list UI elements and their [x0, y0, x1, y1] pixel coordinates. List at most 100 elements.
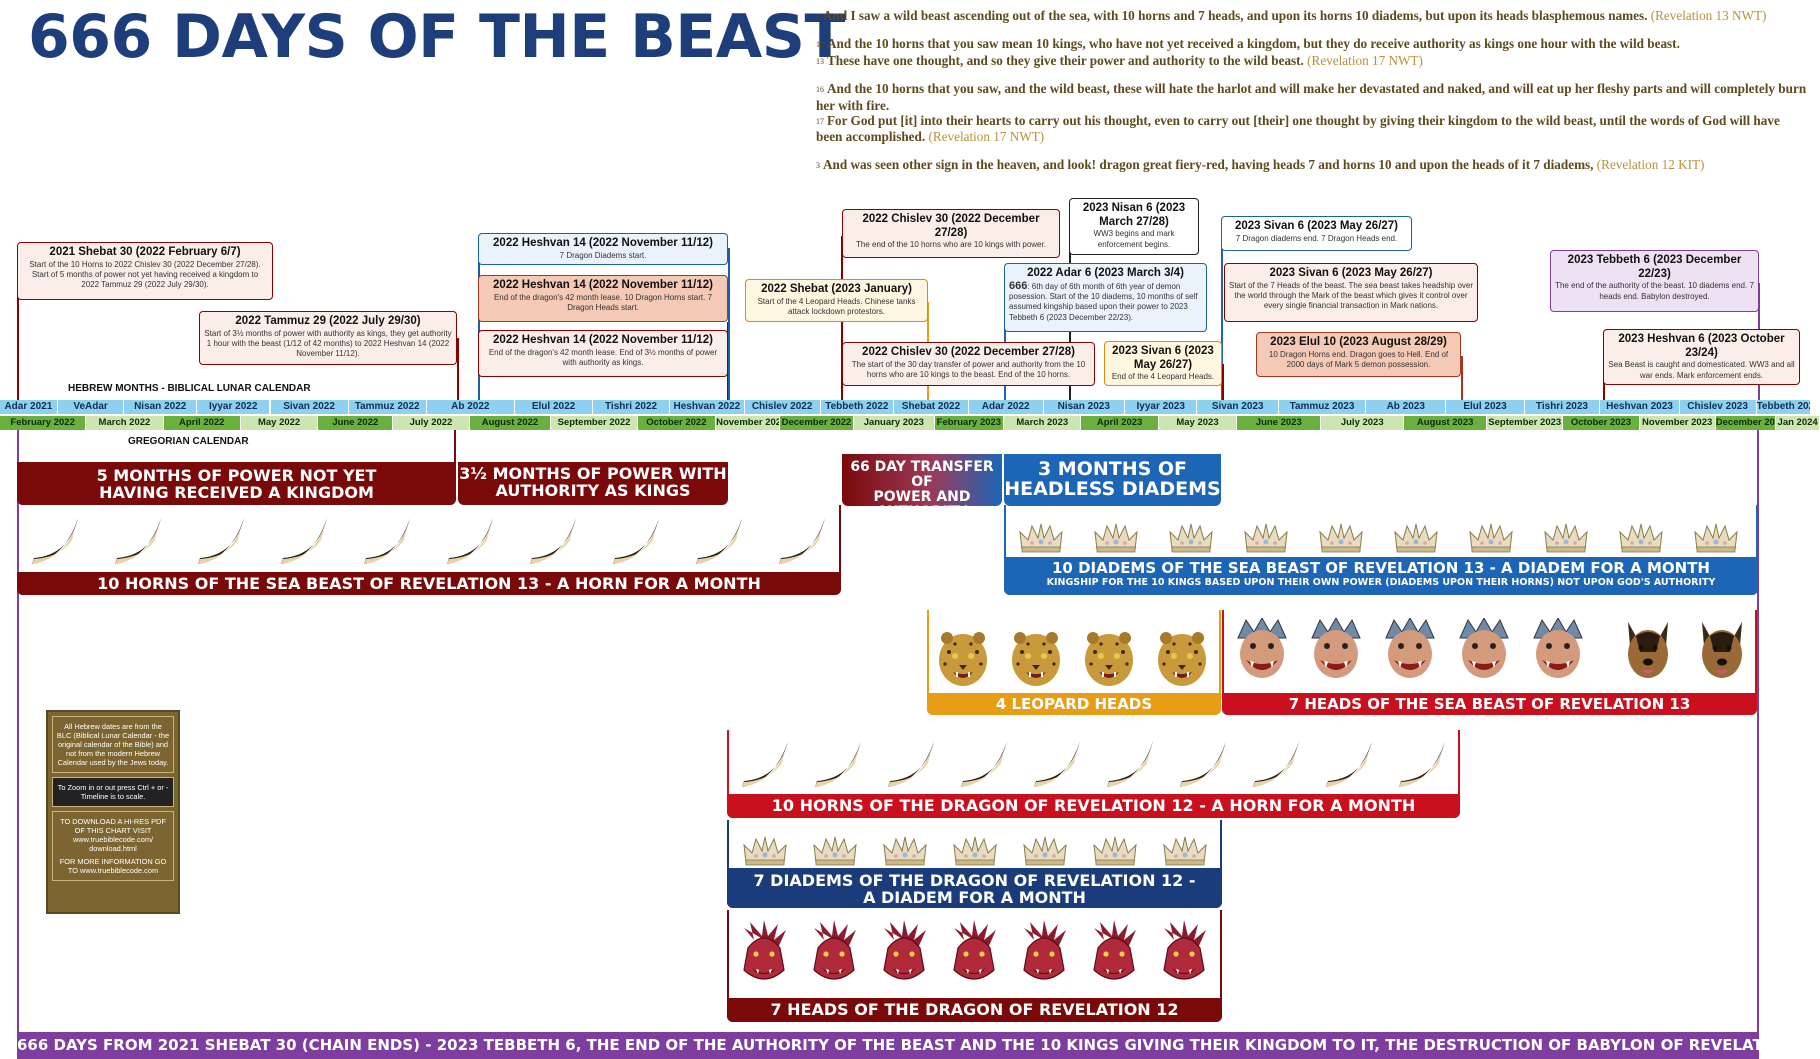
verse-number: 1	[816, 12, 820, 21]
sea-beast-head-icon	[1454, 616, 1514, 687]
leopard-head-icon	[935, 628, 991, 695]
gregorian-month: November 2023	[1639, 416, 1716, 430]
gregorian-month: February 2023	[934, 416, 1005, 430]
sea-beast-head-icon	[1528, 616, 1588, 687]
band-leopard-heads: 4 LEOPARD HEADS	[927, 693, 1221, 715]
sea-beast-head-icon	[1380, 616, 1440, 687]
hebrew-calendar-label: HEBREW MONTHS - BIBLICAL LUNAR CALENDAR	[68, 383, 311, 394]
scripture-paragraph: 1 And I saw a wild beast ascending out of…	[816, 8, 1808, 24]
horn-icon	[277, 514, 333, 573]
scripture-verse: 13 These have one thought, and so they gi…	[816, 53, 1808, 69]
info-box-tebbeth6-2023: 2023 Tebbeth 6 (2023 December 22/23) The…	[1550, 250, 1759, 312]
horn-icon	[1030, 737, 1086, 796]
horn-icon	[526, 514, 582, 573]
leopard-head-icon	[1008, 628, 1064, 695]
hebrew-month: VeAdar	[57, 400, 125, 414]
scripture-verse: 12 And the 10 horns that you saw mean 10 …	[816, 36, 1808, 52]
info-box-chislev30-transfer: 2022 Chislev 30 (2022 December 27/28) Th…	[842, 342, 1095, 386]
gregorian-month: August 2022	[469, 416, 552, 430]
page-title: 666 DAYS OF THE BEAST	[28, 2, 845, 72]
dragon-head-icon	[1084, 918, 1144, 991]
horn-icon	[194, 514, 250, 573]
gregorian-month: August 2023	[1404, 416, 1488, 430]
diadem-icon	[1018, 522, 1064, 559]
scripture-block: 1 And I saw a wild beast ascending out of…	[816, 8, 1808, 185]
horn-icon	[609, 514, 665, 573]
hebrew-month: Sivan 2023	[1197, 400, 1279, 414]
info-box-shebat30-2021: 2021 Shebat 30 (2022 February 6/7) Start…	[17, 242, 273, 300]
scripture-paragraph: 12 And the 10 horns that you saw mean 10 …	[816, 36, 1808, 69]
hebrew-month: Nisan 2023	[1043, 400, 1125, 414]
info-box-heshvan14-diadems: 2022 Heshvan 14 (2022 November 11/12) 7 …	[478, 233, 728, 265]
hebrew-month: Adar 2021	[0, 400, 58, 414]
timeline-connector	[1461, 356, 1463, 400]
timeline-connector	[728, 248, 730, 400]
horn-icon	[1322, 737, 1378, 796]
hebrew-month: Tishri 2023	[1524, 400, 1601, 414]
verse-reference: (Revelation 17 NWT)	[1307, 52, 1423, 68]
gregorian-month: December 2022	[780, 416, 854, 430]
leopard-head-icon	[1154, 628, 1210, 695]
info-box-heshvan14-horns: 2022 Heshvan 14 (2022 November 11/12) En…	[478, 275, 728, 322]
horn-icon	[1395, 737, 1451, 796]
hebrew-month: Ab 2022	[426, 400, 515, 414]
gregorian-calendar-label: GREGORIAN CALENDAR	[128, 436, 249, 447]
diadem-icon	[1092, 835, 1138, 872]
diadem-icon	[1022, 835, 1068, 872]
dragon-head-icon	[944, 918, 1004, 991]
diadem-icon	[1168, 522, 1214, 559]
scripture-verse: 16 And the 10 horns that you saw, and the…	[816, 81, 1808, 113]
diadem-icon	[1618, 522, 1664, 559]
scripture-paragraph: 16 And the 10 horns that you saw, and the…	[816, 81, 1808, 145]
hebrew-month: Sivan 2022	[270, 400, 349, 414]
gregorian-month: July 2023	[1321, 416, 1405, 430]
frame-666-days	[17, 430, 1759, 1059]
info-box-nisan6-2023: 2023 Nisan 6 (2023 March 27/28) WW3 begi…	[1069, 198, 1199, 255]
gregorian-month: April 2022	[163, 416, 241, 430]
info-box-shebat-2022: 2022 Shebat (2023 January) Start of the …	[745, 279, 928, 322]
gregorian-month: May 2022	[240, 416, 319, 430]
download-link[interactable]: TO DOWNLOAD A HI-RES PDF OF THIS CHART V…	[60, 817, 166, 853]
gregorian-month: July 2022	[393, 416, 470, 430]
verse-reference: (Revelation 13 NWT)	[1650, 8, 1767, 23]
info-box-tammuz29-2022: 2022 Tammuz 29 (2022 July 29/30) Start o…	[199, 311, 457, 365]
diadem-icon	[1243, 522, 1289, 559]
band-dragon-diadems: 7 DIADEMS OF THE DRAGON OF REVELATION 12…	[727, 868, 1222, 908]
dragon-head-icon	[734, 918, 794, 991]
band-66-day-transfer: 66 DAY TRANSFER OF POWER AND AUTHORITY	[842, 454, 1002, 520]
horn-icon	[884, 737, 940, 796]
verse-number: 12	[816, 40, 824, 50]
hebrew-month: Elul 2022	[514, 400, 594, 414]
hebrew-month: Tammuz 2022	[348, 400, 427, 414]
hebrew-month: Iyyar 2022	[196, 400, 271, 414]
sea-beast-head-icon	[1232, 616, 1292, 687]
info-box-sivan6-leopard: 2023 Sivan 6 (2023 May 26/27) End of the…	[1104, 341, 1222, 386]
gregorian-month: October 2023	[1563, 416, 1640, 430]
diadem-icon	[1093, 522, 1139, 559]
timeline-connector	[478, 248, 480, 400]
info-box-sivan6-sea-heads: 2023 Sivan 6 (2023 May 26/27) Start of t…	[1224, 263, 1478, 322]
diadem-icon	[1693, 522, 1739, 559]
info-box-adar6-2023: 2022 Adar 6 (2023 March 3/4) 666: 6th da…	[1004, 263, 1207, 332]
diadem-icon	[1468, 522, 1514, 559]
hebrew-month: Adar 2022	[968, 400, 1044, 414]
gregorian-month: June 2022	[318, 416, 394, 430]
hebrew-month: Tishri 2022	[593, 400, 671, 414]
verse-text: And the 10 horns that you saw mean 10 ki…	[827, 36, 1680, 52]
band-666-days: 666 DAYS FROM 2021 SHEBAT 30 (CHAIN ENDS…	[17, 1032, 1759, 1059]
diadem-icon	[952, 835, 998, 872]
scripture-verse: 3 And was seen other sign in the heaven, …	[816, 157, 1808, 173]
diadem-icon	[1162, 835, 1208, 872]
more-info-link[interactable]: FOR MORE INFORMATION GO TO www.truebible…	[59, 857, 167, 875]
hebrew-month: Iyyar 2023	[1125, 400, 1198, 414]
hebrew-month: Tebbeth 2023	[1756, 400, 1811, 414]
hebrew-month: Ab 2023	[1366, 400, 1447, 414]
dragon-head-icon	[874, 918, 934, 991]
diadem-icon	[1543, 522, 1589, 559]
hebrew-month: Chislev 2022	[744, 400, 821, 414]
horn-icon	[1249, 737, 1305, 796]
verse-text: And was seen other sign in the heaven, a…	[823, 156, 1597, 172]
timeline-connector	[1222, 364, 1224, 400]
side-note-zoom: To Zoom in or out press Ctrl + or - Time…	[52, 777, 174, 807]
dragon-head-icon	[1014, 918, 1074, 991]
